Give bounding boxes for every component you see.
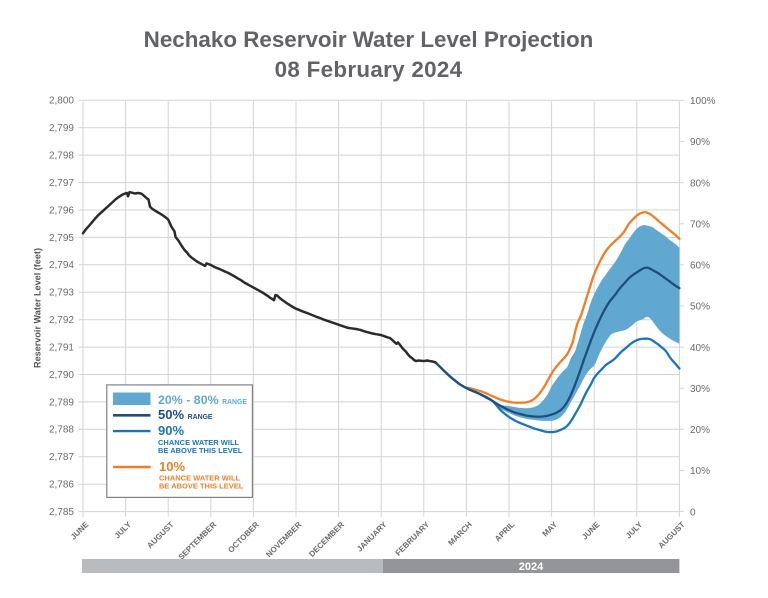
svg-text:2,799: 2,799: [49, 123, 74, 134]
svg-text:2,798: 2,798: [49, 151, 74, 162]
svg-text:BE ABOVE THIS LEVEL: BE ABOVE THIS LEVEL: [158, 446, 243, 455]
svg-text:10%: 10%: [690, 466, 710, 477]
svg-text:2,788: 2,788: [49, 425, 74, 436]
svg-text:Nechako Reservoir Water Level: Nechako Reservoir Water Level Projection: [144, 27, 594, 52]
svg-text:2024: 2024: [519, 561, 544, 573]
svg-text:90%: 90%: [690, 137, 710, 148]
svg-text:30%: 30%: [690, 384, 710, 395]
svg-text:60%: 60%: [690, 261, 710, 272]
svg-text:2,791: 2,791: [49, 343, 74, 354]
svg-text:20%: 20%: [690, 425, 710, 436]
svg-text:50%: 50%: [690, 302, 710, 313]
svg-text:2,797: 2,797: [49, 178, 74, 189]
svg-text:2,795: 2,795: [49, 233, 74, 244]
svg-text:2,789: 2,789: [49, 397, 74, 408]
svg-text:CHANCE WATER WILL: CHANCE WATER WILL: [158, 438, 240, 447]
svg-text:2,800: 2,800: [49, 96, 74, 107]
svg-text:CHANCE WATER WILL: CHANCE WATER WILL: [159, 474, 241, 483]
svg-text:70%: 70%: [690, 219, 710, 230]
svg-text:BE ABOVE THIS LEVEL: BE ABOVE THIS LEVEL: [159, 482, 244, 491]
svg-text:100%: 100%: [690, 96, 716, 107]
svg-text:10%: 10%: [159, 459, 185, 474]
svg-text:2,786: 2,786: [49, 480, 74, 491]
svg-text:2,794: 2,794: [49, 260, 74, 271]
svg-text:90%: 90%: [158, 423, 184, 438]
svg-text:2,796: 2,796: [49, 205, 74, 216]
svg-text:08 February 2024: 08 February 2024: [275, 57, 463, 82]
svg-text:80%: 80%: [690, 178, 710, 189]
svg-text:2,790: 2,790: [49, 370, 74, 381]
svg-text:2,787: 2,787: [49, 452, 74, 463]
svg-text:2,785: 2,785: [49, 507, 74, 518]
svg-text:0: 0: [690, 507, 696, 518]
svg-text:Reservoir Water Level (feet): Reservoir Water Level (feet): [32, 248, 42, 368]
svg-text:2,793: 2,793: [49, 288, 74, 299]
svg-text:40%: 40%: [690, 343, 710, 354]
svg-text:2,792: 2,792: [49, 315, 74, 326]
